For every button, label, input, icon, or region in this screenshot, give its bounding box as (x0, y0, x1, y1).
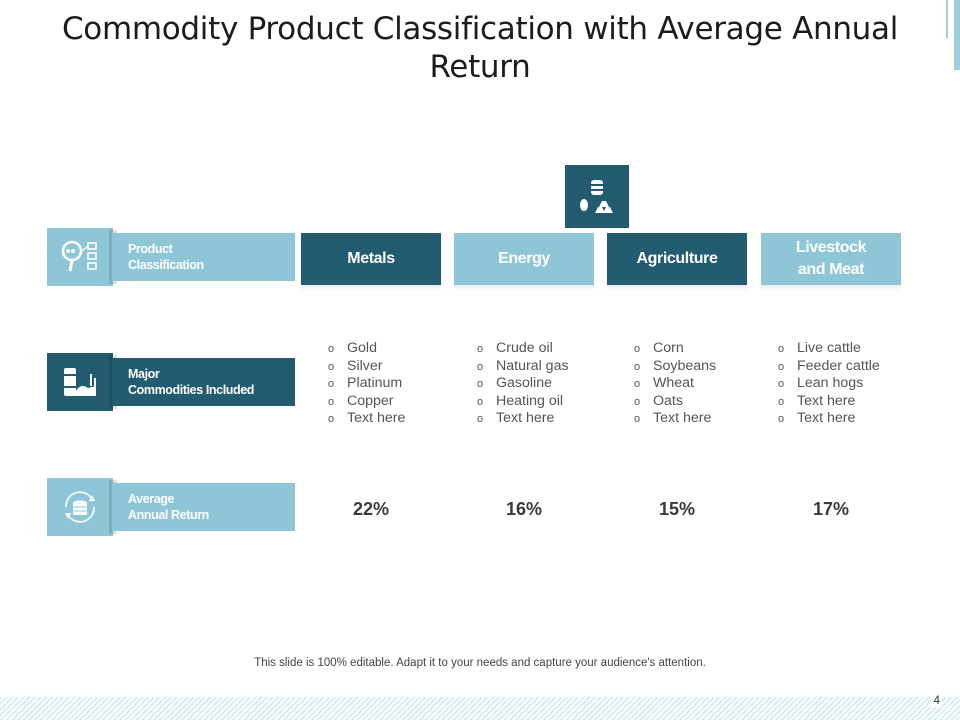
return-value-livestock: 17% (812, 499, 850, 519)
list-item: Text here (477, 410, 569, 428)
column-shadow (454, 285, 594, 291)
list-item: Platinum (328, 375, 405, 393)
return-value-agriculture: 15% (658, 499, 696, 519)
row-label-line2: Commodities Included (128, 383, 255, 397)
row-label-text: Major Commodities Included (112, 358, 295, 406)
coins-cycle-icon (47, 478, 113, 536)
list-item: Corn (634, 340, 716, 358)
return-value-metals: 22% (352, 499, 390, 519)
column-header-energy: Energy (454, 233, 594, 285)
column-header-livestock: Livestock and Meat (761, 233, 901, 285)
list-item: Text here (328, 410, 405, 428)
magnifier-document-icon (47, 228, 113, 286)
barrels-factory-icon (47, 353, 113, 411)
row-label-text: Average Annual Return (112, 483, 295, 531)
list-item: Crude oil (477, 340, 569, 358)
row-label-line1: Major (128, 367, 160, 381)
barrel-gold-bars-icon (565, 165, 629, 228)
list-item: Lean hogs (778, 375, 880, 393)
slide-title: Commodity Product Classification with Av… (61, 11, 899, 85)
list-item: Text here (778, 410, 880, 428)
commodity-list-agriculture: Corn Soybeans Wheat Oats Text here (634, 340, 716, 429)
commodity-list-energy: Crude oil Natural gas Gasoline Heating o… (477, 340, 569, 429)
page-number: 4 (931, 693, 942, 707)
list-item: Soybeans (634, 358, 716, 376)
decorative-line (954, 0, 960, 70)
row-label-text: Product Classification (112, 233, 295, 281)
row-label-line1: Product (128, 242, 173, 256)
row-label-line1: Average (128, 492, 175, 506)
list-item: Oats (634, 393, 716, 411)
list-item: Gasoline (477, 375, 569, 393)
return-value-energy: 16% (505, 499, 543, 519)
row-label-line2: Classification (128, 258, 204, 272)
column-header-metals: Metals (301, 233, 441, 285)
row-label-product-classification: Product Classification (47, 228, 295, 286)
row-label-line2: Annual Return (128, 508, 209, 522)
commodity-list-metals: Gold Silver Platinum Copper Text here (328, 340, 405, 429)
list-item: Silver (328, 358, 405, 376)
column-shadow (301, 285, 441, 291)
list-item: Text here (778, 393, 880, 411)
commodity-list-livestock: Live cattle Feeder cattle Lean hogs Text… (778, 340, 880, 429)
list-item: Feeder cattle (778, 358, 880, 376)
list-item: Text here (634, 410, 716, 428)
footer-note: This slide is 100% editable. Adapt it to… (254, 657, 706, 669)
list-item: Live cattle (778, 340, 880, 358)
list-item: Natural gas (477, 358, 569, 376)
column-shadow (761, 285, 901, 291)
list-item: Gold (328, 340, 405, 358)
list-item: Heating oil (477, 393, 569, 411)
row-label-major-commodities: Major Commodities Included (47, 353, 295, 411)
footer-stripe (0, 697, 960, 720)
row-label-average-return: Average Annual Return (47, 478, 295, 536)
decorative-line (946, 0, 948, 38)
list-item: Copper (328, 393, 405, 411)
list-item: Wheat (634, 375, 716, 393)
column-shadow (607, 285, 747, 291)
column-header-agriculture: Agriculture (607, 233, 747, 285)
